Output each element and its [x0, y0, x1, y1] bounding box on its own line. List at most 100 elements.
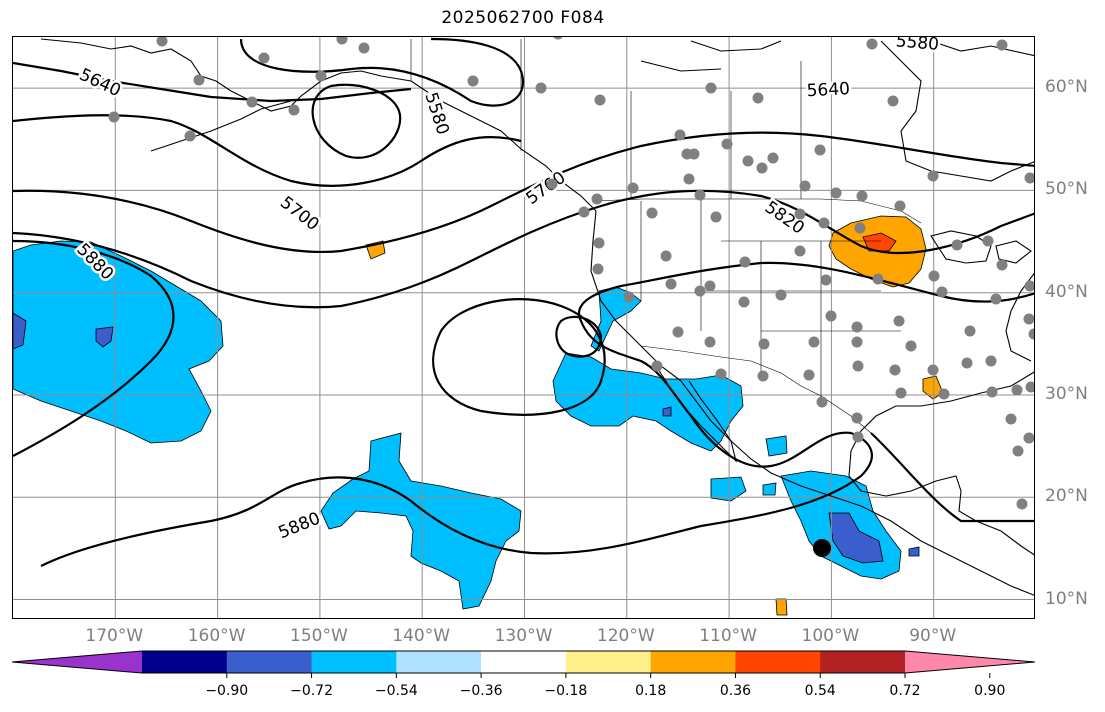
colorbar-tick-label: 0.18	[635, 683, 667, 699]
station-dot	[1024, 172, 1034, 184]
station-dot	[996, 39, 1008, 51]
colorbar-extend-low	[12, 651, 142, 673]
station-dot	[814, 144, 826, 156]
station-dot	[694, 189, 706, 201]
colorbar-tick-label: −0.36	[459, 683, 503, 699]
colorbar-tick-label: −0.90	[205, 683, 249, 699]
station-dot	[808, 336, 820, 348]
station-dot	[852, 431, 864, 443]
station-dot	[108, 111, 120, 123]
latitude-label: 20°N	[1045, 486, 1088, 507]
station-dot	[358, 42, 370, 54]
station-dot	[660, 250, 672, 262]
station-dot	[683, 173, 695, 185]
station-dot	[258, 52, 270, 64]
anomaly-area-small-2	[762, 482, 777, 496]
station-dot	[775, 289, 787, 301]
station-dot	[184, 130, 196, 142]
contour-label: 5640	[76, 65, 124, 101]
lakes	[930, 230, 1032, 264]
anomaly-area-strong-5	[908, 546, 920, 557]
canada-north-islands	[640, 40, 1034, 72]
station-dot	[627, 182, 639, 194]
station-dot	[889, 364, 901, 376]
station-dot	[803, 369, 815, 381]
anomaly-area-strong-2	[95, 326, 114, 348]
station-dot	[961, 357, 973, 369]
longitude-label: 130°W	[494, 626, 553, 646]
station-dot	[315, 70, 327, 82]
station-dot	[820, 274, 832, 286]
colorbar-segment	[565, 651, 652, 673]
colorbar-segment	[820, 651, 906, 673]
colorbar-tick-label: −0.54	[374, 683, 418, 699]
colorbar-tick-label: −0.18	[544, 683, 588, 699]
station-dot	[758, 338, 770, 350]
colorbar-tick-label: 0.36	[719, 683, 752, 699]
contour-5640	[13, 61, 412, 103]
anomaly-area-mexico-west	[710, 476, 747, 502]
border-us-mexico	[640, 345, 872, 434]
political-borders	[410, 39, 922, 434]
colorbar-segment	[735, 651, 821, 673]
station-dot	[651, 360, 663, 372]
station-dot	[1028, 328, 1034, 340]
station-dot	[851, 412, 863, 424]
station-dot	[767, 152, 779, 164]
longitude-label: 140°W	[392, 626, 451, 646]
colorbar-segment	[142, 651, 228, 673]
station-dot	[742, 155, 754, 167]
station-dot	[1012, 445, 1024, 457]
station-dot	[986, 386, 998, 398]
station-dot	[1005, 413, 1017, 425]
station-dot	[710, 211, 722, 223]
map-panel: 5640 5580 5700 5880 5760 5820 5640 5580 5880	[12, 36, 1035, 619]
station-dot	[982, 235, 994, 247]
latitude-label: 40°N	[1045, 281, 1088, 302]
coastlines	[40, 38, 1034, 596]
station-dot	[757, 370, 769, 382]
station-dot	[694, 285, 706, 297]
contour-5580-west	[311, 83, 402, 159]
station-dot	[887, 95, 899, 107]
colorbar-tick-label: 0.54	[804, 683, 836, 699]
station-dot	[893, 315, 905, 327]
station-dot	[1025, 381, 1034, 393]
station-dot	[705, 82, 717, 94]
anomaly-area-strong-4	[662, 406, 672, 417]
latitude-label: 50°N	[1045, 179, 1088, 200]
station-dot	[674, 129, 686, 141]
station-dot	[288, 104, 300, 116]
coastline-mexico-pacific	[680, 380, 1034, 596]
coastline-alaska-peninsula	[150, 100, 292, 152]
negative-anomaly-fills	[13, 240, 920, 610]
station-markers	[108, 37, 1034, 510]
longitude-label: 110°W	[699, 626, 757, 646]
anomaly-area-baja	[590, 286, 642, 352]
station-dot	[592, 263, 604, 275]
station-dot	[856, 190, 868, 202]
colorbar-segment	[481, 651, 567, 673]
station-dot	[1023, 313, 1034, 325]
colorbar-tick-label: −0.72	[290, 683, 333, 699]
station-dot	[872, 273, 884, 285]
station-dot	[623, 291, 635, 303]
station-dot	[193, 74, 205, 86]
contour-5880-high	[432, 298, 606, 416]
station-dot	[646, 207, 658, 219]
station-dot	[851, 336, 863, 348]
station-dot	[927, 364, 939, 376]
coastline-alaska-west	[40, 38, 412, 112]
contour-label: 5580	[420, 90, 452, 137]
station-dot	[936, 286, 948, 298]
latitude-label: 60°N	[1045, 77, 1088, 98]
station-dot	[985, 355, 997, 367]
station-dot	[535, 82, 547, 94]
station-dot	[964, 325, 976, 337]
anomaly-area-mexico-small	[775, 598, 788, 616]
station-dot	[591, 193, 603, 205]
contour-5580-top	[239, 37, 524, 107]
station-dot	[336, 37, 348, 45]
station-dot	[830, 187, 842, 199]
